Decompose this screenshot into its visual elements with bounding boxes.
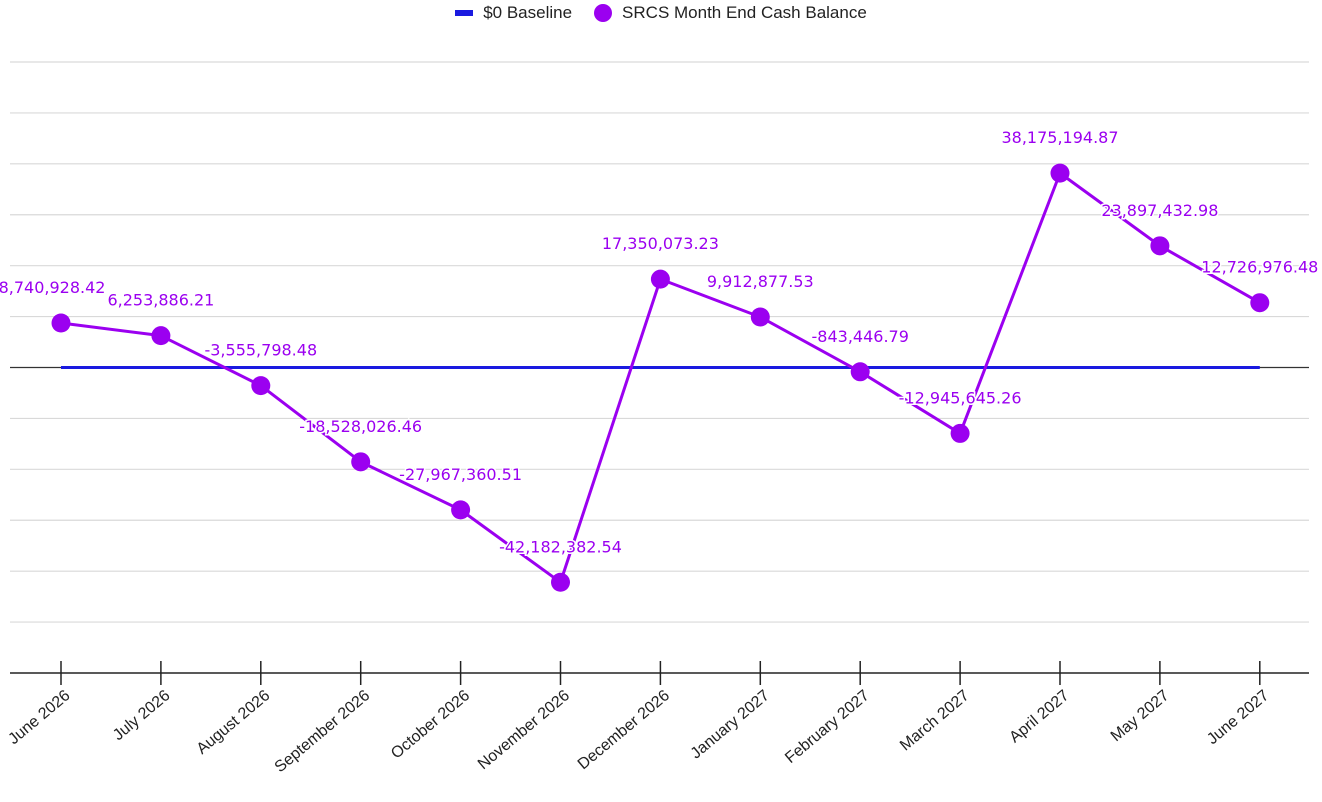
x-tick-label: April 2027: [1006, 687, 1072, 746]
x-tick-label: March 2027: [897, 687, 973, 754]
x-tick-label: January 2027: [688, 687, 773, 762]
data-label: -18,528,026.46: [299, 417, 422, 436]
balance-data-point: [1250, 293, 1270, 313]
balance-data-point: [451, 500, 471, 520]
data-label: -12,945,645.26: [899, 388, 1022, 407]
balance-data-point: [650, 269, 670, 289]
data-label: -42,182,382.54: [499, 537, 622, 556]
data-label: 6,253,886.21: [107, 291, 214, 310]
data-label: -27,967,360.51: [399, 465, 522, 484]
x-tick-label: November 2026: [475, 687, 573, 773]
data-label: 9,912,877.53: [707, 272, 814, 291]
balance-data-point: [251, 376, 271, 396]
balance-data-point: [850, 362, 870, 382]
balance-data-point: [1050, 163, 1070, 183]
data-label: 23,897,432.98: [1101, 201, 1218, 220]
data-label: -3,555,798.48: [204, 341, 317, 360]
x-tick-label: December 2026: [575, 687, 673, 773]
data-label: 12,726,976.48: [1201, 258, 1318, 277]
x-tick-label: August 2026: [194, 687, 274, 758]
balance-data-point: [151, 326, 171, 346]
balance-data-point: [51, 313, 71, 333]
legend-balance-swatch: [594, 4, 613, 22]
legend-balance-label: SRCS Month End Cash Balance: [622, 3, 867, 22]
legend-baseline-label: $0 Baseline: [483, 3, 573, 22]
x-tick-label: October 2026: [388, 687, 473, 762]
balance-data-point: [1150, 236, 1170, 256]
x-tick-label: June 2026: [5, 687, 73, 748]
x-tick-label: July 2026: [110, 687, 173, 744]
balance-data-point: [351, 452, 371, 472]
x-tick-label: June 2027: [1204, 687, 1272, 748]
balance-data-point: [551, 572, 570, 592]
x-tick-label: February 2027: [782, 687, 873, 767]
legend-item-baseline[interactable]: $0 Baseline: [455, 3, 572, 23]
balance-data-point: [950, 423, 970, 443]
data-label: -843,446.79: [812, 327, 909, 346]
x-tick-label: September 2026: [272, 687, 374, 776]
x-tick-label: May 2027: [1108, 687, 1173, 745]
data-label: 8,740,928.42: [0, 278, 105, 297]
legend-baseline-swatch: [455, 10, 474, 16]
data-label: 17,350,073.23: [602, 234, 719, 253]
data-label: 38,175,194.87: [1001, 128, 1118, 147]
legend-item-balance[interactable]: SRCS Month End Cash Balance: [594, 3, 867, 23]
legend: $0 Baseline SRCS Month End Cash Balance: [0, 0, 1322, 26]
balance-data-point: [750, 307, 770, 327]
